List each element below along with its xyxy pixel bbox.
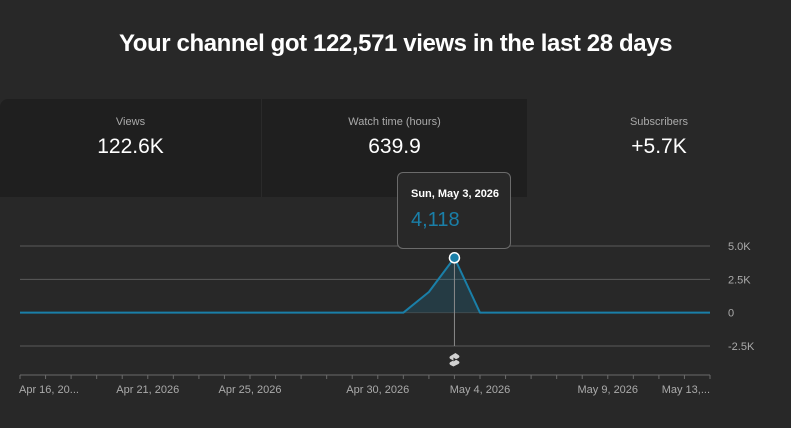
x-tick-label: May 13,... <box>662 384 710 396</box>
metric-label: Subscribers <box>629 116 689 128</box>
y-tick-label: 2.5K <box>728 274 751 286</box>
shorts-icon[interactable] <box>449 353 460 367</box>
series-area <box>20 257 710 313</box>
metric-tab-views[interactable]: Views 122.6K <box>0 99 261 197</box>
y-tick-label: 0 <box>728 308 734 320</box>
metric-tab-subscribers[interactable]: Subscribers +5.7K <box>527 99 791 197</box>
x-tick-label: Apr 16, 20... <box>19 384 79 396</box>
x-tick-label: Apr 21, 2026 <box>116 384 179 396</box>
metric-value: +5.7K <box>631 135 687 158</box>
metric-label: Views <box>115 116 146 128</box>
series-line <box>20 256 710 314</box>
metric-label: Watch time (hours) <box>348 116 441 128</box>
y-tick-label: -2.5K <box>728 341 755 353</box>
metric-tabs: Views 122.6K Watch time (hours) 639.9 Su… <box>0 99 791 197</box>
x-tick-label: May 9, 2026 <box>578 384 639 396</box>
tooltip-value: 4,118 <box>411 209 460 231</box>
page-title: Your channel got 122,571 views in the la… <box>118 30 673 57</box>
metric-divider <box>261 99 262 197</box>
x-tick-label: Apr 25, 2026 <box>219 384 282 396</box>
chart-tooltip: Sun, May 3, 2026 4,118 <box>397 172 511 249</box>
data-point-highlight <box>448 252 461 264</box>
metric-value: 639.9 <box>368 135 421 158</box>
metric-value: 122.6K <box>97 135 164 158</box>
y-tick-label: 5.0K <box>728 241 751 253</box>
x-tick-label: May 4, 2026 <box>450 384 511 396</box>
x-tick-label: Apr 30, 2026 <box>346 384 409 396</box>
tooltip-date: Sun, May 3, 2026 <box>411 188 500 200</box>
